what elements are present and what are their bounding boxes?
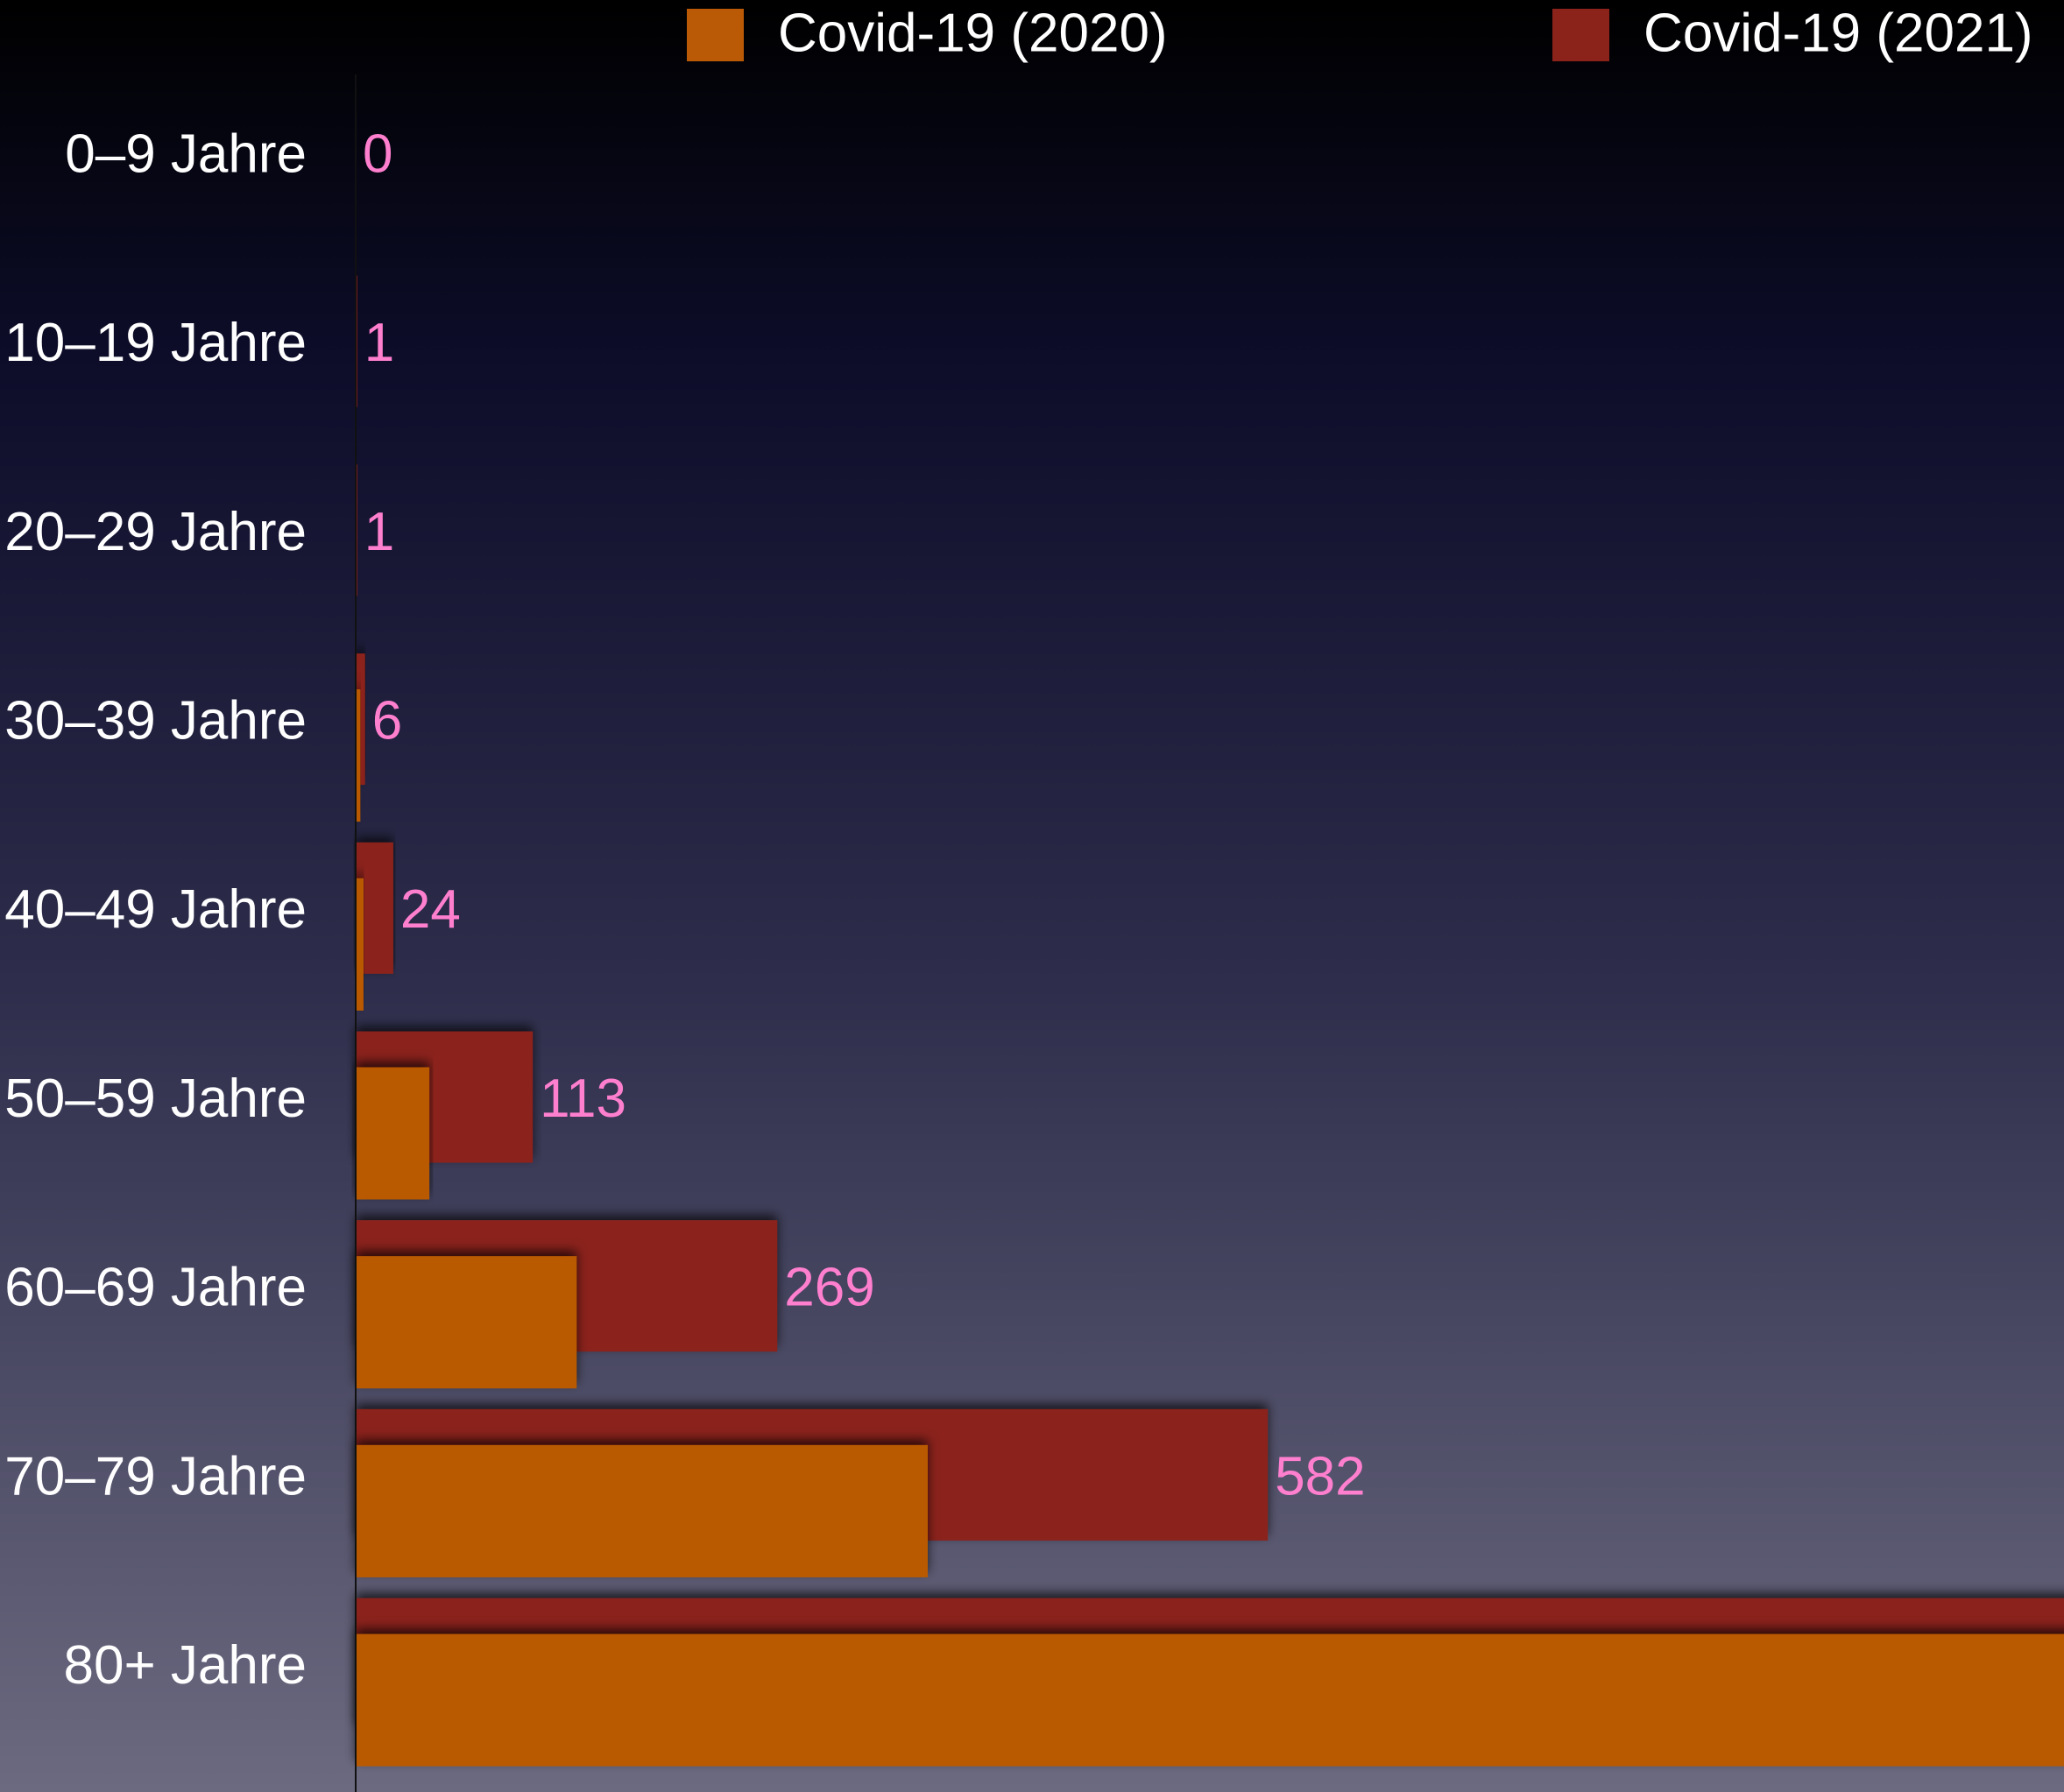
y-tick-label: 20–29 Jahre	[4, 502, 307, 562]
y-tick-label: 70–79 Jahre	[4, 1446, 307, 1506]
data-label: 24	[400, 879, 461, 940]
legend-swatch	[687, 9, 744, 61]
bar	[356, 878, 364, 1011]
plot-area: 0–9 Jahre 0 10–19 Jahre 1 20–29 Jahre 1 30–39 …	[4, 74, 2064, 1792]
legend-label: Covid-19 (2020)	[778, 3, 1168, 63]
legend: Covid-19 (2020) Covid-19 (2021)	[687, 3, 2033, 63]
data-label: 0	[363, 123, 392, 184]
y-tick-label: 30–39 Jahre	[4, 690, 307, 751]
y-tick-label: 10–19 Jahre	[4, 313, 307, 373]
data-label: 582	[1275, 1446, 1365, 1506]
legend-swatch	[1552, 9, 1609, 61]
bar	[356, 1256, 577, 1389]
data-label: 6	[372, 690, 402, 751]
y-tick-label: 50–59 Jahre	[4, 1069, 307, 1129]
y-tick-label: 40–49 Jahre	[4, 879, 307, 940]
legend-label: Covid-19 (2021)	[1643, 3, 2033, 63]
data-label: 1	[364, 502, 394, 562]
bar	[356, 1444, 928, 1577]
data-label: 113	[540, 1069, 626, 1129]
bar	[356, 689, 361, 822]
bar	[356, 1633, 2064, 1767]
y-tick-label: 0–9 Jahre	[65, 123, 307, 184]
y-tick-label: 80+ Jahre	[64, 1635, 307, 1696]
data-label: 1	[364, 313, 394, 373]
data-label: 269	[784, 1258, 874, 1318]
bar	[356, 1067, 430, 1200]
y-tick-label: 60–69 Jahre	[4, 1258, 307, 1318]
